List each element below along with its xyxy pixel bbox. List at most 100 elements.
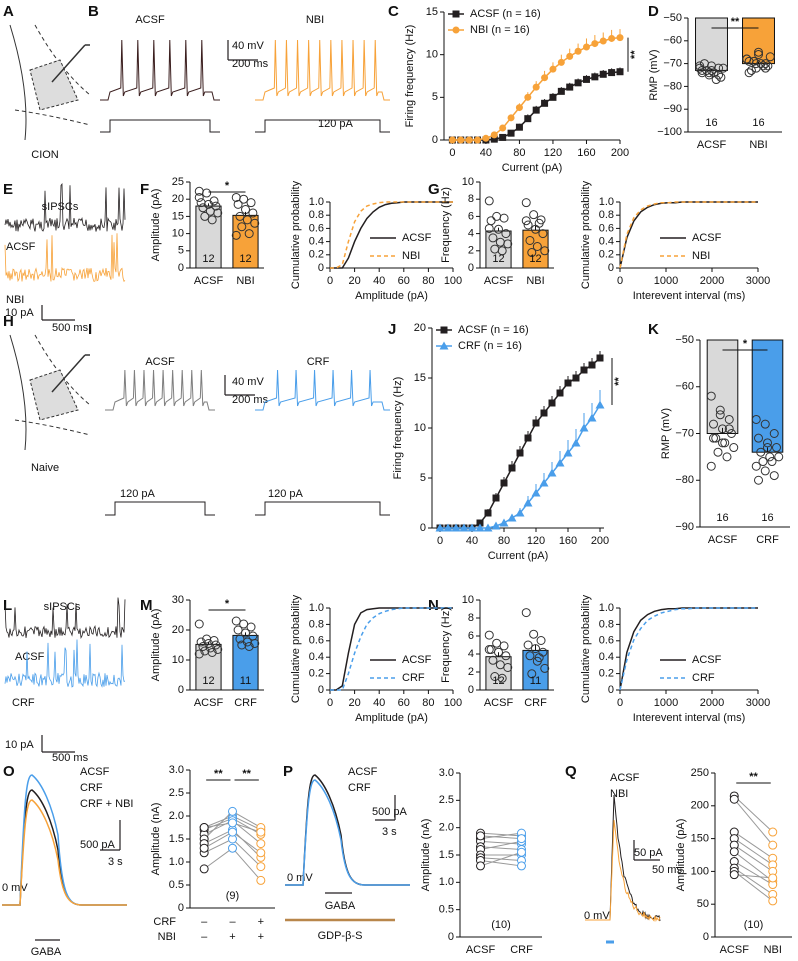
y-tick-label: 8 [468,612,474,624]
y-tick-label: 10 [414,422,426,434]
marker [574,47,582,55]
x-tick-label: NBI [236,275,254,287]
panel-letter: A [3,3,14,20]
y-tick-label: 0 [468,262,474,274]
condition-mark: + [258,916,264,928]
data-point [213,208,223,218]
figure-label: ACSF [6,241,36,253]
y-axis-label: Cumulative probability [580,594,592,703]
data-point [228,806,237,816]
data-point [697,65,707,75]
x-tick-label: 160 [559,535,577,547]
y-tick-label: 50 [697,898,709,910]
y-tick-label: 6 [468,210,474,222]
y-tick-label: 100 [691,865,709,877]
condition-name: CRF [153,916,176,928]
data-point [228,818,237,828]
y-tick-label: 0.8 [309,618,324,630]
y-tick-label: 1.0 [309,602,324,614]
x-tick-label: 2000 [700,697,724,709]
y-tick-label: 0 [178,684,184,696]
data-point [492,211,502,221]
y-axis-label: Cumulative probability [580,180,592,289]
x-tick-label: 100 [444,697,462,709]
n-label: 12 [239,253,251,265]
data-point [538,229,548,239]
marker [443,523,453,532]
significance-label: ** [629,50,641,59]
marker [459,523,469,532]
x-tick-label: ACSF [708,534,738,546]
significance-label: * [743,338,748,350]
y-tick-label: 1.5 [439,849,454,861]
data-point [244,229,254,239]
data-point [199,864,209,874]
bar [522,229,549,269]
schematic-a [9,24,91,141]
data-point [525,651,535,661]
data-point [769,471,779,481]
x-tick-label: 120 [544,147,562,159]
x-tick-label: 80 [422,697,434,709]
figure-label: ACSF [610,772,640,784]
data-point [503,239,513,249]
marker [516,449,524,457]
series-line [619,201,758,269]
data-point [256,848,266,858]
data-point [536,636,546,645]
data-point [709,433,718,443]
x-tick-label: CRF [756,534,779,546]
marker [582,75,590,83]
x-axis-label: Amplitude (pA) [355,712,428,724]
data-point [501,229,511,239]
y-axis-label: Amplitude (pA) [675,819,687,892]
y-tick-label: 10 [172,654,184,666]
significance-label: ** [242,768,251,780]
figure-label: NBI [610,788,628,800]
y-tick-label: 200 [691,800,709,812]
data-point [199,843,209,853]
data-point [774,452,784,462]
data-point [499,213,509,223]
data-point [714,70,724,80]
data-point [476,861,485,871]
data-point [194,619,204,629]
data-point [488,233,498,243]
data-point [246,198,256,208]
subject-line [480,851,522,867]
figure-label: Naive [31,462,59,474]
condition-mark: – [229,916,236,928]
marker [587,413,597,422]
legend-marker [439,341,449,350]
marker [532,106,540,114]
y-tick-label: 2 [468,666,474,678]
data-point [476,831,485,841]
x-tick-label: 0 [617,275,623,287]
data-point [711,433,721,443]
legend-label: ACSF [402,232,432,244]
subject-line [733,871,774,902]
marker [457,136,465,144]
y-tick-label: 20 [414,322,426,334]
data-point [713,447,723,457]
x-tick-label: 160 [577,147,595,159]
data-point [765,452,775,462]
panel-letter: J [388,321,396,338]
y-axis-label: Frequency (Hz) [440,187,452,263]
data-point [228,843,237,853]
y-tick-label: 0.6 [599,635,614,647]
y-tick-label: 0 [468,684,474,696]
data-point [744,68,754,78]
marker [599,37,607,45]
x-tick-label: 100 [444,275,462,287]
trace [4,597,126,639]
figure-label: 120 pA [318,118,354,130]
bar [232,214,259,269]
data-point [702,65,712,75]
y-tick-label: −70 [663,58,682,70]
marker [515,104,523,112]
data-point [722,452,732,462]
y-tick-label: −60 [663,35,682,47]
y-tick-label: 0 [318,262,324,274]
data-point [718,63,728,73]
